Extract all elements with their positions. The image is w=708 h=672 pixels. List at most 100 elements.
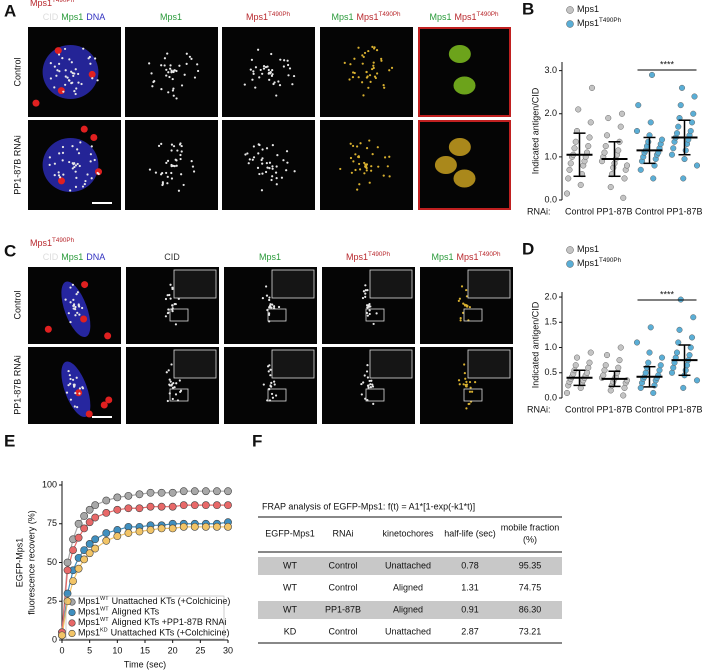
data-point [642, 369, 649, 376]
data-point [190, 487, 199, 496]
kinetochore [81, 387, 85, 390]
kinetochore [66, 76, 69, 79]
legend-name: Mps1 [78, 617, 100, 627]
centrosome [105, 396, 113, 404]
kinetochore [386, 165, 389, 168]
data-point [85, 518, 94, 527]
kinetochore [274, 171, 278, 174]
inset-source [267, 388, 287, 402]
kinetochore [383, 156, 387, 159]
data-point [80, 555, 89, 564]
kinetochore [74, 314, 77, 317]
kinetochore [286, 161, 289, 164]
kinetochore [459, 319, 462, 322]
label-part: Mps1 [454, 12, 476, 22]
kinetochore [368, 379, 371, 383]
kinetochore [365, 166, 368, 170]
kinetochore [175, 159, 178, 162]
label-part: Mps1 [30, 238, 52, 248]
data-point [224, 522, 232, 531]
kinetochore [174, 323, 178, 326]
kinetochore [368, 312, 371, 316]
kinetochore [170, 165, 173, 168]
image-panel [418, 120, 511, 210]
data-point [113, 532, 122, 541]
inset [271, 269, 315, 299]
kinetochore [363, 172, 366, 175]
kinetochore [160, 87, 163, 91]
kinetochore [84, 179, 87, 183]
table-cell: KD [284, 626, 297, 636]
data-point [85, 549, 94, 558]
kinetochore [339, 167, 342, 171]
table-cell: 2.87 [461, 626, 479, 636]
kinetochore [363, 374, 366, 377]
data-point [113, 505, 122, 514]
y-tick-label: 0.5 [544, 367, 557, 377]
kinetochore [62, 90, 65, 93]
kinetochore [58, 62, 61, 66]
data-point [572, 138, 579, 145]
legend-superscript: WT [100, 607, 109, 613]
centrosome [44, 325, 52, 333]
kinetochore [373, 47, 376, 50]
kinetochore [171, 77, 174, 81]
kinetochore [167, 369, 170, 372]
data-point [637, 384, 644, 391]
kinetochore [465, 295, 469, 298]
kinetochore [270, 74, 274, 77]
row-label: Control [12, 57, 22, 86]
significance-label: **** [660, 59, 675, 69]
data-point [601, 367, 608, 374]
kinetochore [56, 69, 59, 72]
column-header: Mps1 Mps1T490Ph [331, 11, 401, 22]
kinetochore [364, 284, 367, 287]
data-point [63, 597, 72, 606]
legend-marker [68, 619, 76, 627]
kinetochore [273, 380, 276, 383]
kinetochore [370, 379, 373, 382]
kinetochore [463, 363, 466, 366]
kinetochore [243, 83, 246, 86]
kinetochore [73, 90, 76, 93]
kinetochore [75, 176, 78, 179]
kinetochore [266, 166, 269, 169]
data-point [587, 349, 594, 356]
row-shade [258, 601, 562, 619]
kinetochore [293, 170, 296, 173]
data-point [656, 367, 663, 374]
data-point [678, 84, 686, 91]
kinetochore [69, 286, 72, 289]
kinetochore [376, 146, 379, 149]
data-point [168, 524, 177, 533]
data-point [168, 502, 177, 511]
kinetochore [49, 77, 52, 80]
kinetochore [172, 145, 176, 148]
kinetochore [69, 301, 72, 304]
data-point [190, 501, 199, 510]
legend-superscript: WT [100, 617, 109, 623]
data-point [621, 175, 628, 182]
kinetochore [163, 57, 167, 60]
legend-label: Mps1WT Aligned KTs +PP1-87B RNAi [78, 617, 226, 627]
column-header: EGFP-Mps1 [265, 528, 315, 538]
kinetochore [68, 58, 71, 61]
data-point [146, 488, 155, 497]
kinetochore [271, 396, 275, 399]
kinetochore [161, 181, 164, 184]
kinetochore [366, 376, 369, 379]
legend-label: Mps1T490Ph [577, 257, 622, 268]
data-point [577, 181, 584, 188]
table-cell: Unattached [385, 560, 431, 570]
data-point [675, 123, 682, 130]
data-point [146, 526, 155, 534]
kinetochore [69, 382, 72, 385]
data-point [646, 349, 653, 356]
kinetochore [76, 148, 79, 151]
data-point [618, 110, 626, 117]
kinetochore [185, 52, 188, 55]
y-tick-label: 2.0 [544, 108, 557, 118]
data-point [91, 513, 100, 522]
kinetochore [352, 144, 355, 148]
data-point [588, 84, 596, 91]
